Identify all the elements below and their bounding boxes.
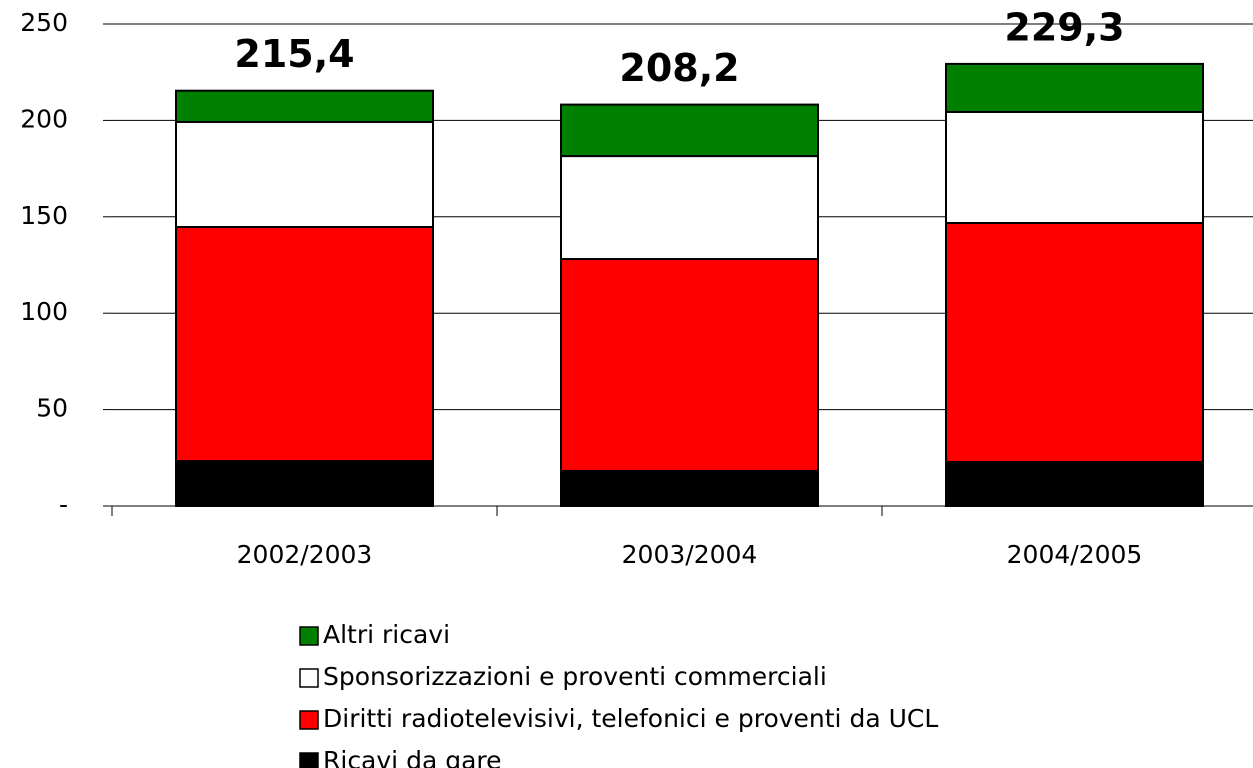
bar-segment	[175, 460, 434, 508]
y-tick-label: -	[59, 490, 68, 519]
y-tick-label: 100	[20, 297, 68, 326]
bar-segment	[560, 469, 819, 507]
y-tick-label: 50	[36, 394, 68, 423]
x-tick-label: 2004/2005	[1007, 540, 1143, 569]
bar-segment	[945, 221, 1204, 464]
legend-label: Ricavi da gare	[323, 746, 502, 768]
total-label: 208,2	[619, 46, 739, 90]
bar-segment	[945, 461, 1204, 507]
bar-segment	[560, 103, 819, 158]
y-tick-label: 200	[20, 104, 68, 133]
bar-segment	[945, 62, 1204, 113]
legend-label: Altri ricavi	[323, 620, 450, 649]
bar-segment	[560, 258, 819, 472]
bar-segment	[945, 110, 1204, 224]
legend-label: Sponsorizzazioni e proventi commerciali	[323, 662, 827, 691]
bar-segment	[560, 155, 819, 261]
total-label: 229,3	[1004, 5, 1124, 49]
y-tick-label: 150	[20, 201, 68, 230]
legend-swatch	[299, 710, 319, 730]
x-tick-label: 2003/2004	[622, 540, 758, 569]
bar-segment	[175, 120, 434, 229]
bar-segment	[175, 89, 434, 123]
legend-label: Diritti radiotelevisivi, telefonici e pr…	[323, 704, 938, 733]
legend-swatch	[299, 668, 319, 688]
legend-swatch	[299, 752, 319, 768]
legend-swatch	[299, 626, 319, 646]
total-label: 215,4	[234, 32, 354, 76]
bar-segment	[175, 226, 434, 463]
y-tick-label: 250	[20, 8, 68, 37]
x-tick-label: 2002/2003	[237, 540, 373, 569]
